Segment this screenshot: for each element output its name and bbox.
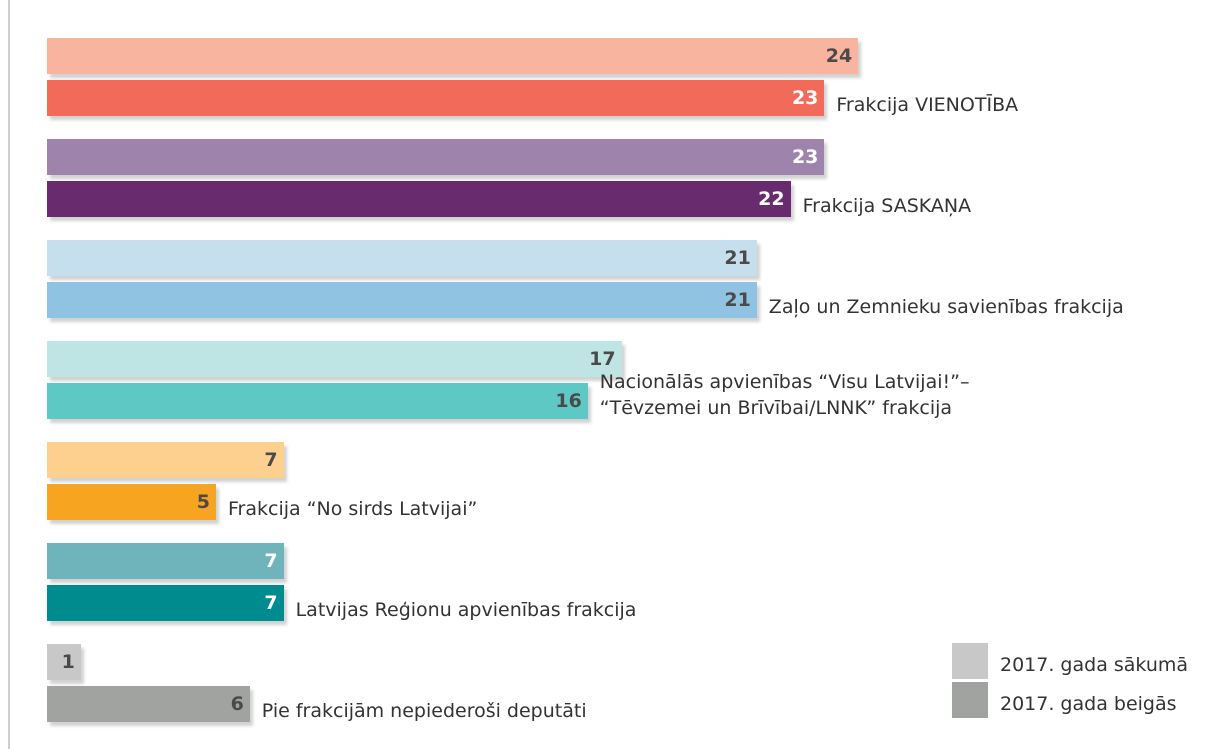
category-label: Frakcija SASKAŅA: [802, 195, 972, 217]
value-label: 6: [230, 693, 244, 715]
value-label: 7: [264, 592, 278, 614]
bar: [47, 341, 622, 377]
bar: [47, 644, 81, 680]
value-label: 7: [264, 449, 278, 471]
category-label: Latvijas Reģionu apvienības frakcija: [295, 599, 637, 621]
bar: [47, 543, 284, 579]
bar: [47, 139, 825, 175]
bar: [47, 282, 757, 318]
bar: [47, 585, 284, 621]
bar: [47, 38, 859, 74]
bar: [47, 240, 757, 276]
value-label: 21: [724, 289, 751, 311]
value-label: 16: [555, 390, 582, 412]
bar: [47, 686, 250, 722]
value-label: 22: [758, 188, 785, 210]
legend-swatch: [952, 682, 988, 718]
value-label: 1: [61, 651, 75, 673]
value-label: 21: [724, 247, 751, 269]
category-label: Frakcija “No sirds Latvijai”: [228, 498, 478, 520]
left-rule: [8, 0, 10, 749]
value-label: 7: [264, 550, 278, 572]
value-label: 17: [589, 348, 616, 370]
category-label: Frakcija VIENOTĪBA: [836, 94, 1019, 116]
legend-swatch: [952, 643, 988, 679]
bar: [47, 181, 791, 217]
legend-label: 2017. gada sākumā: [1000, 654, 1189, 676]
category-label: Pie frakcijām nepiederoši deputāti: [261, 700, 587, 722]
value-label: 23: [791, 87, 819, 109]
bar: [47, 383, 588, 419]
category-label: Zaļo un Zemnieku savienības frakcija: [768, 296, 1124, 318]
bar: [47, 442, 284, 478]
bar: [47, 484, 216, 520]
legend-label: 2017. gada beigās: [1000, 693, 1177, 715]
category-label: Nacionālās apvienības “Visu Latvijai!”– …: [599, 371, 970, 419]
value-label: 24: [825, 45, 853, 67]
value-label: 5: [196, 491, 210, 513]
value-label: 23: [791, 146, 819, 168]
bar: [47, 80, 825, 116]
